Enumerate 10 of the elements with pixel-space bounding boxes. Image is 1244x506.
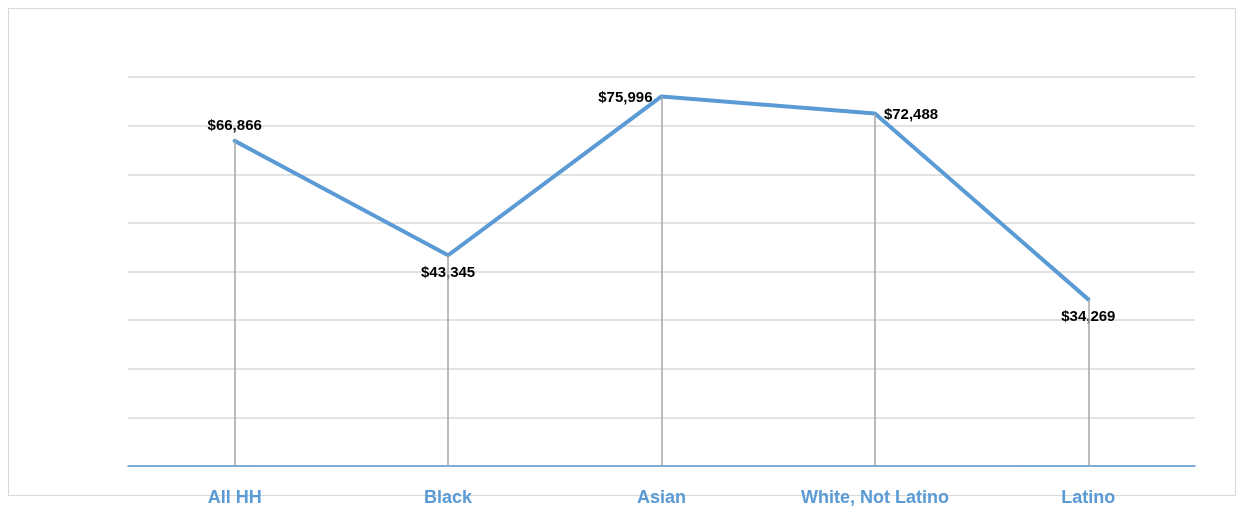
x-tick-label: All HH [207,487,262,506]
data-label: $34,269 [1061,307,1116,325]
data-label: $43,345 [420,263,476,281]
x-tick-label: Black [424,487,474,506]
data-label: $75,996 [598,87,653,105]
data-label: $66,866 [207,115,262,133]
data-label: $72,488 [883,105,939,123]
x-tick-label: Latino [1061,487,1116,506]
x-tick-label: Asian [636,487,687,506]
x-tick-label: White, Not Latino [800,487,949,506]
